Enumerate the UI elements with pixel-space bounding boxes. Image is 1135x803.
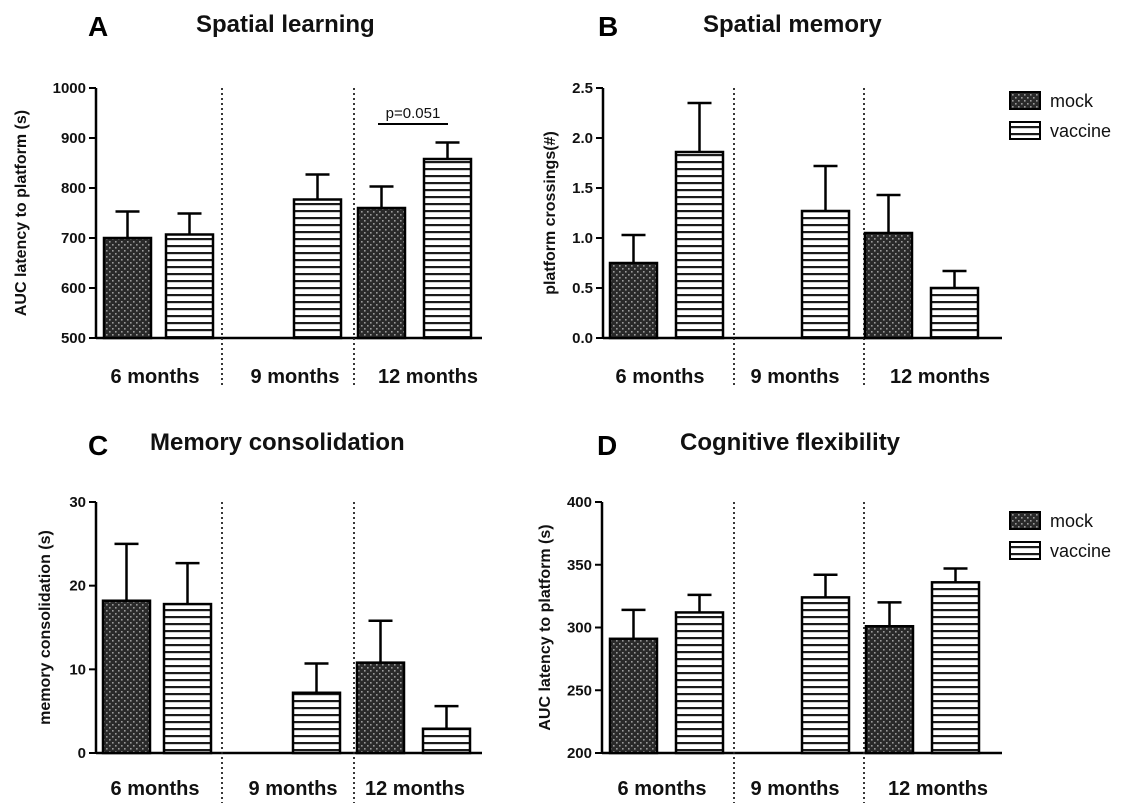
y-axis-label: AUC latency to platform (s) xyxy=(537,524,554,730)
bar-vaccine-0 xyxy=(162,602,213,755)
y-tick-label: 400 xyxy=(567,494,592,511)
bar-mock-2 xyxy=(355,661,406,755)
legend-swatch-vaccine xyxy=(1009,541,1041,560)
bar-mock-0 xyxy=(608,637,659,755)
bar-vaccine-2 xyxy=(930,581,981,755)
legend: mock vaccine xyxy=(1009,91,1111,141)
bar-vaccine-1 xyxy=(291,691,342,755)
bar-mock-2 xyxy=(356,206,407,340)
chart-title: Cognitive flexibility xyxy=(680,429,901,456)
group-label: 9 months xyxy=(751,366,840,388)
legend-swatch-mock xyxy=(1009,511,1041,530)
group-label: 6 months xyxy=(618,778,707,800)
bar-vaccine-0 xyxy=(674,150,725,340)
y-tick-label: 1.0 xyxy=(572,230,593,247)
panel-a: A Spatial learning AUC latency to platform… xyxy=(13,11,482,388)
legend: mock vaccine xyxy=(1009,511,1111,561)
y-tick-label: 350 xyxy=(567,557,592,574)
bar-vaccine-1 xyxy=(800,209,851,340)
bar-vaccine-2 xyxy=(421,727,472,755)
y-tick-label: 1.5 xyxy=(572,180,593,197)
panel-b: B Spatial memory platform crossings(#) 0.0 0… xyxy=(542,11,1002,388)
bar-mock-2 xyxy=(864,624,915,755)
legend-label-mock: mock xyxy=(1050,511,1094,531)
group-label: 12 months xyxy=(378,366,478,388)
y-tick-label: 20 xyxy=(69,578,86,595)
group-label: 9 months xyxy=(249,778,338,800)
legend-swatch-mock xyxy=(1009,91,1041,110)
bar-mock-0 xyxy=(101,599,152,755)
panel-letter: C xyxy=(88,430,108,461)
bar-vaccine-2 xyxy=(422,157,473,340)
y-tick-label: 250 xyxy=(567,682,592,699)
group-label: 9 months xyxy=(751,778,840,800)
y-tick-label: 800 xyxy=(61,180,86,197)
y-tick-label: 200 xyxy=(567,745,592,762)
y-tick-label: 600 xyxy=(61,280,86,297)
chart-title: Spatial learning xyxy=(196,11,375,38)
y-tick-label: 900 xyxy=(61,130,86,147)
y-tick-label: 30 xyxy=(69,494,86,511)
y-tick-label: 10 xyxy=(69,661,86,678)
bar-vaccine-1 xyxy=(292,198,343,340)
panel-letter: B xyxy=(598,11,618,42)
group-label: 12 months xyxy=(888,778,988,800)
y-tick-label: 2.0 xyxy=(572,130,593,147)
legend-label-mock: mock xyxy=(1050,91,1094,111)
panel-letter: D xyxy=(597,430,617,461)
legend-swatch-vaccine xyxy=(1009,121,1041,140)
panel-c: C Memory consolidation memory consolidatio… xyxy=(37,429,482,803)
y-axis-label: platform crossings(#) xyxy=(542,131,559,295)
panel-d: D Cognitive flexibility AUC latency to pla… xyxy=(537,429,1002,803)
y-tick-label: 300 xyxy=(567,620,592,637)
y-tick-label: 1000 xyxy=(53,80,86,97)
group-label: 6 months xyxy=(111,778,200,800)
bar-vaccine-0 xyxy=(674,611,725,755)
panel-letter: A xyxy=(88,11,108,42)
y-axis-label: AUC latency to platform (s) xyxy=(13,110,30,316)
chart-title: Memory consolidation xyxy=(150,429,405,456)
chart-title: Spatial memory xyxy=(703,11,882,38)
group-label: 9 months xyxy=(251,366,340,388)
bar-mock-0 xyxy=(102,236,153,340)
y-tick-label: 500 xyxy=(61,330,86,347)
bar-vaccine-1 xyxy=(800,596,851,755)
bar-vaccine-0 xyxy=(164,233,215,340)
y-tick-label: 2.5 xyxy=(572,80,593,97)
y-tick-label: 0.5 xyxy=(572,280,593,297)
group-label: 12 months xyxy=(365,778,465,800)
bar-mock-2 xyxy=(863,231,914,340)
legend-label-vaccine: vaccine xyxy=(1050,541,1111,561)
group-label: 12 months xyxy=(890,366,990,388)
bar-vaccine-2 xyxy=(929,286,980,340)
y-tick-label: 0.0 xyxy=(572,330,593,347)
group-label: 6 months xyxy=(111,366,200,388)
y-tick-label: 0 xyxy=(78,745,86,762)
y-axis-label: memory consolidation (s) xyxy=(37,530,54,725)
bar-mock-0 xyxy=(608,261,659,340)
group-label: 6 months xyxy=(616,366,705,388)
y-tick-label: 700 xyxy=(61,230,86,247)
significance-label: p=0.051 xyxy=(386,105,441,122)
legend-label-vaccine: vaccine xyxy=(1050,121,1111,141)
